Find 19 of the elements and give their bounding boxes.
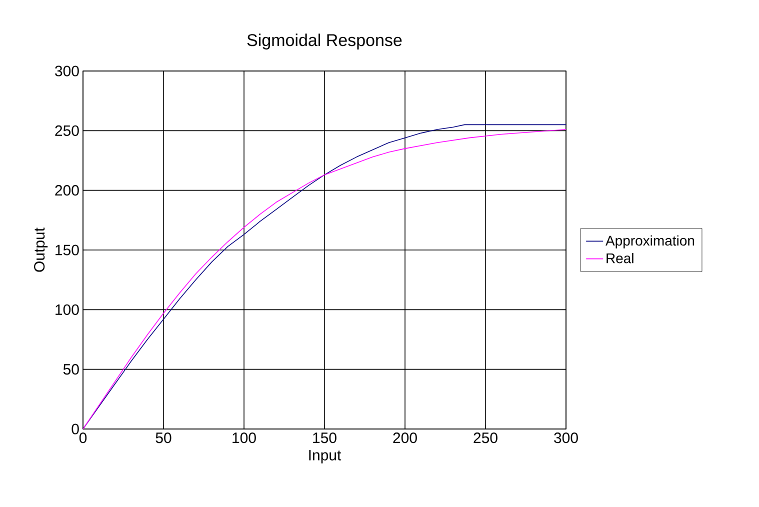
x-tick-label: 0 xyxy=(79,432,87,444)
y-tick-label: 300 xyxy=(55,66,79,76)
y-axis-title: Output xyxy=(34,228,48,272)
legend-label: Real xyxy=(606,252,634,264)
x-axis-title: Input xyxy=(309,450,342,464)
y-tick-label: 150 xyxy=(56,244,79,256)
x-tick-label: 250 xyxy=(474,432,498,444)
x-tick-label: 150 xyxy=(313,432,336,444)
x-tick-label: 50 xyxy=(156,432,172,444)
legend-label: Approximation xyxy=(606,235,694,248)
x-tick-label: 100 xyxy=(232,432,256,444)
y-tick-label: 0 xyxy=(72,424,79,434)
y-tick-label: 50 xyxy=(63,364,79,375)
chart-title: Sigmoidal Response xyxy=(247,34,402,50)
y-tick-label: 250 xyxy=(55,125,79,136)
x-tick-label: 300 xyxy=(554,432,578,444)
y-tick-label: 200 xyxy=(55,185,79,196)
y-tick-label: 100 xyxy=(56,304,79,315)
x-tick-label: 200 xyxy=(393,432,417,444)
